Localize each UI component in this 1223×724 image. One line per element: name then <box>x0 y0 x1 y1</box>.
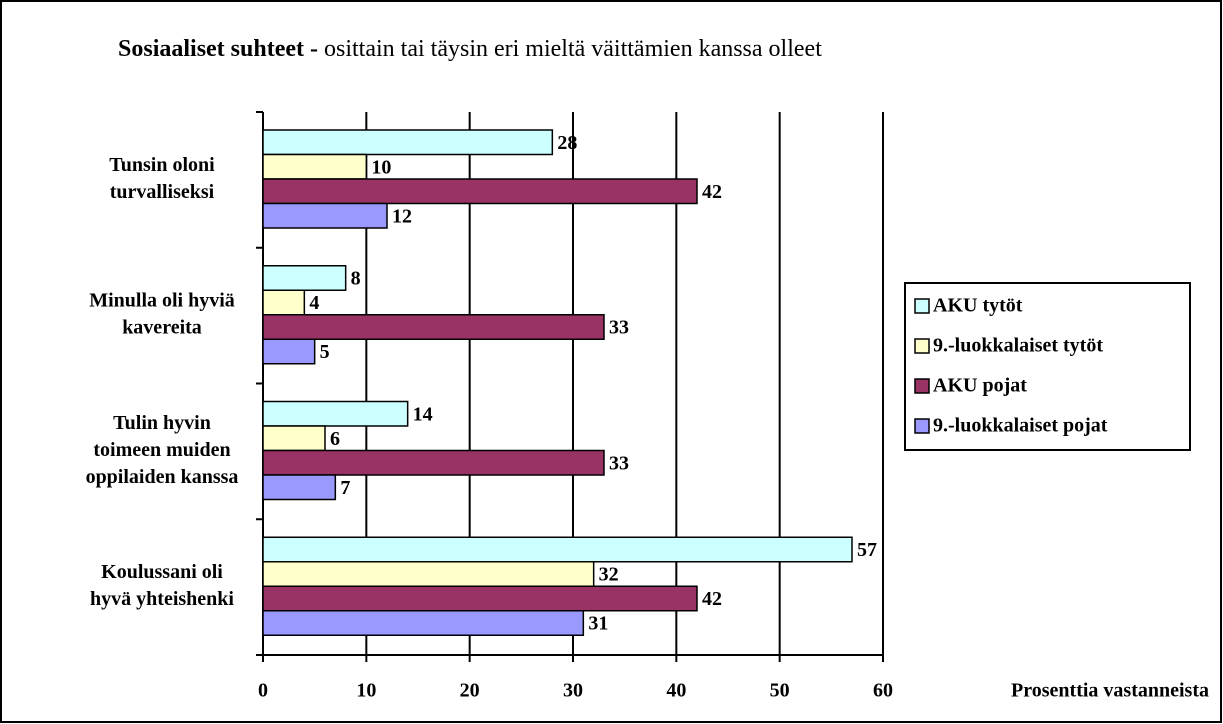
data-label: 42 <box>702 588 722 610</box>
x-tick-label: 40 <box>666 680 686 702</box>
y-tick-label: turvalliseksi <box>110 181 215 203</box>
x-axis-label: Prosenttia vastanneista <box>1011 680 1209 702</box>
bar <box>262 449 605 476</box>
bar <box>262 314 605 340</box>
data-label: 31 <box>588 613 608 635</box>
data-label: 33 <box>609 317 629 339</box>
data-label: 42 <box>702 181 722 203</box>
legend-swatch <box>914 418 930 434</box>
y-tick-label: kavereita <box>122 317 202 339</box>
chart-title: Sosiaaliset suhteet - <box>118 36 318 62</box>
data-label: 10 <box>371 156 391 178</box>
legend-swatch <box>914 338 930 354</box>
x-tick-label: 30 <box>563 680 583 702</box>
legend-label: 9.-luokkalaiset pojat <box>933 415 1108 437</box>
x-tick-label: 60 <box>873 680 893 702</box>
bar <box>262 585 698 612</box>
data-label: 6 <box>330 428 340 450</box>
y-tick-label: Tulin hyvin <box>113 412 211 434</box>
chart-title-group: Sosiaaliset suhteet - osittain tai täysin… <box>118 36 822 62</box>
legend-label: 9.-luokkalaiset tytöt <box>933 335 1103 357</box>
data-label: 12 <box>392 205 412 227</box>
y-tick-label: Minulla oli hyviä <box>89 290 235 312</box>
data-label: 5 <box>320 341 330 363</box>
y-tick-label: Tunsin oloni <box>109 154 215 176</box>
bar <box>262 153 368 180</box>
bar <box>262 178 698 205</box>
data-label: 57 <box>857 539 877 561</box>
y-tick-label: Koulussani oli <box>101 561 223 583</box>
x-tick-label: 20 <box>460 680 480 702</box>
data-label: 28 <box>557 132 577 154</box>
data-label: 7 <box>340 477 350 499</box>
legend-label: AKU tytöt <box>933 295 1023 317</box>
x-tick-label: 0 <box>258 680 268 702</box>
data-label: 4 <box>309 292 319 314</box>
data-label: 8 <box>351 268 361 290</box>
bar <box>262 289 306 316</box>
y-tick-label: hyvä yhteishenki <box>90 588 234 610</box>
bar <box>262 474 337 501</box>
y-tick-label: oppilaiden kanssa <box>86 466 239 488</box>
data-label: 32 <box>599 564 619 586</box>
x-tick-label: 50 <box>770 680 790 702</box>
legend-swatch <box>914 298 930 314</box>
bar <box>262 425 326 452</box>
legend-label: AKU pojat <box>933 375 1027 397</box>
bar <box>262 561 595 587</box>
legend-swatch <box>914 378 930 394</box>
y-tick-label: toimeen muiden <box>93 439 230 461</box>
bar <box>262 338 316 365</box>
x-tick-label: 10 <box>356 680 376 702</box>
bar <box>262 265 347 291</box>
data-label: 14 <box>413 403 433 425</box>
data-label: 33 <box>609 452 629 474</box>
bar <box>262 610 585 636</box>
bar <box>262 400 409 427</box>
bar <box>262 202 388 229</box>
bar <box>262 536 853 563</box>
chart-subtitle: osittain tai täysin eri mieltä väittämie… <box>324 36 822 62</box>
legend-box <box>904 282 1191 451</box>
bar <box>262 129 554 156</box>
